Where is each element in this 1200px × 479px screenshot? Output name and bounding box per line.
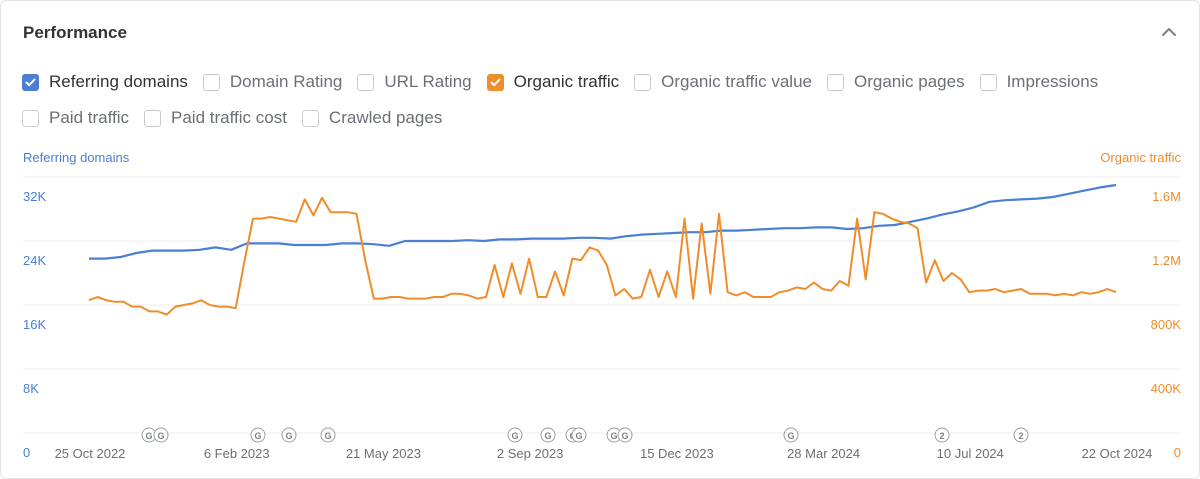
svg-text:G: G xyxy=(324,431,331,441)
checkbox-paid-traffic-cost[interactable] xyxy=(144,109,162,127)
right-tick-label: 800K xyxy=(1151,317,1182,332)
left-tick-label: 8K xyxy=(23,381,39,396)
panel-title: Performance xyxy=(23,23,127,42)
metric-options: Referring domains Domain Rating URL Rating… xyxy=(22,71,1182,143)
annotation-marker[interactable]: 2 xyxy=(1013,427,1029,443)
x-tick-label: 15 Dec 2023 xyxy=(640,446,714,461)
checkbox-referring-domains[interactable] xyxy=(22,73,39,91)
checkbox-organic-traffic[interactable] xyxy=(486,73,504,91)
option-organic-traffic[interactable]: Organic traffic xyxy=(486,72,620,92)
option-label: Organic pages xyxy=(854,72,965,91)
svg-text:G: G xyxy=(157,431,164,441)
x-tick-label: 22 Oct 2024 xyxy=(1082,446,1153,461)
left-tick-label: 0 xyxy=(23,445,30,460)
option-label: Organic traffic xyxy=(513,72,620,91)
checkbox-paid-traffic[interactable] xyxy=(22,109,39,127)
annotation-marker[interactable]: G xyxy=(617,427,633,443)
option-crawled-pages[interactable]: Crawled pages xyxy=(301,108,443,128)
svg-text:G: G xyxy=(544,431,551,441)
x-tick-label: 25 Oct 2022 xyxy=(55,446,126,461)
option-label: Impressions xyxy=(1006,72,1099,91)
option-label: Organic traffic value xyxy=(661,72,812,91)
checkbox-crawled-pages[interactable] xyxy=(301,109,319,127)
svg-text:G: G xyxy=(145,431,152,441)
x-tick-label: 28 Mar 2024 xyxy=(787,446,860,461)
checkbox-impressions[interactable] xyxy=(979,73,997,91)
svg-text:2: 2 xyxy=(939,431,944,441)
svg-text:G: G xyxy=(254,431,261,441)
option-label: URL Rating xyxy=(384,72,472,91)
annotation-marker[interactable]: G xyxy=(783,427,799,443)
svg-text:G: G xyxy=(621,431,628,441)
right-axis-title: Organic traffic xyxy=(1100,150,1181,165)
option-referring-domains[interactable]: Referring domains xyxy=(22,72,188,92)
performance-chart: Referring domains Organic traffic 32K 1.6M 2… xyxy=(23,150,1182,461)
option-domain-rating[interactable]: Domain Rating xyxy=(202,72,343,92)
annotation-marker[interactable]: G xyxy=(320,427,336,443)
option-label: Paid traffic cost xyxy=(171,108,287,127)
right-tick-label: 1.6M xyxy=(1152,189,1181,204)
left-tick-label: 16K xyxy=(23,317,46,332)
right-tick-label: 0 xyxy=(1174,445,1181,460)
options-row: Paid traffic Paid traffic cost Crawled pag… xyxy=(22,107,1182,129)
svg-text:G: G xyxy=(285,431,292,441)
option-organic-traffic-value[interactable]: Organic traffic value xyxy=(634,72,812,92)
x-tick-label: 21 May 2023 xyxy=(346,446,421,461)
x-tick-label: 2 Sep 2023 xyxy=(497,446,564,461)
annotation-marker[interactable]: G xyxy=(250,427,266,443)
svg-text:G: G xyxy=(511,431,518,441)
series-line-referring-domains xyxy=(89,183,1117,260)
series-line-organic-traffic xyxy=(88,196,1117,316)
option-label: Referring domains xyxy=(49,72,188,91)
option-label: Paid traffic xyxy=(49,108,130,127)
chevron-up-icon[interactable] xyxy=(1160,25,1178,39)
checkbox-url-rating[interactable] xyxy=(357,73,375,91)
annotation-marker[interactable]: G xyxy=(153,427,169,443)
right-tick-label: 1.2M xyxy=(1152,253,1181,268)
svg-text:G: G xyxy=(575,431,582,441)
x-tick-label: 10 Jul 2024 xyxy=(937,446,1004,461)
left-tick-label: 24K xyxy=(23,253,46,268)
svg-text:G: G xyxy=(610,431,617,441)
annotation-marker[interactable]: 2 xyxy=(934,427,950,443)
option-impressions[interactable]: Impressions xyxy=(979,72,1099,92)
option-label: Domain Rating xyxy=(229,72,343,91)
annotation-marker[interactable]: G xyxy=(540,427,556,443)
option-paid-traffic[interactable]: Paid traffic xyxy=(22,108,129,128)
option-url-rating[interactable]: URL Rating xyxy=(357,72,472,92)
annotation-marker[interactable]: G xyxy=(571,427,587,443)
right-tick-label: 400K xyxy=(1151,381,1182,396)
svg-text:2: 2 xyxy=(1018,431,1023,441)
option-paid-traffic-cost[interactable]: Paid traffic cost xyxy=(144,108,287,128)
checkbox-organic-pages[interactable] xyxy=(827,73,844,91)
left-tick-label: 32K xyxy=(23,189,46,204)
option-organic-pages[interactable]: Organic pages xyxy=(827,72,965,92)
left-axis-title: Referring domains xyxy=(23,150,130,165)
x-tick-label: 6 Feb 2023 xyxy=(204,446,270,461)
annotation-marker[interactable]: G xyxy=(507,427,523,443)
option-label: Crawled pages xyxy=(328,108,443,127)
annotation-marker[interactable]: G xyxy=(281,427,297,443)
checkbox-organic-traffic-value[interactable] xyxy=(634,73,652,91)
options-row: Referring domains Domain Rating URL Rating… xyxy=(22,71,1182,93)
svg-text:G: G xyxy=(787,431,794,441)
checkbox-domain-rating[interactable] xyxy=(202,73,220,91)
